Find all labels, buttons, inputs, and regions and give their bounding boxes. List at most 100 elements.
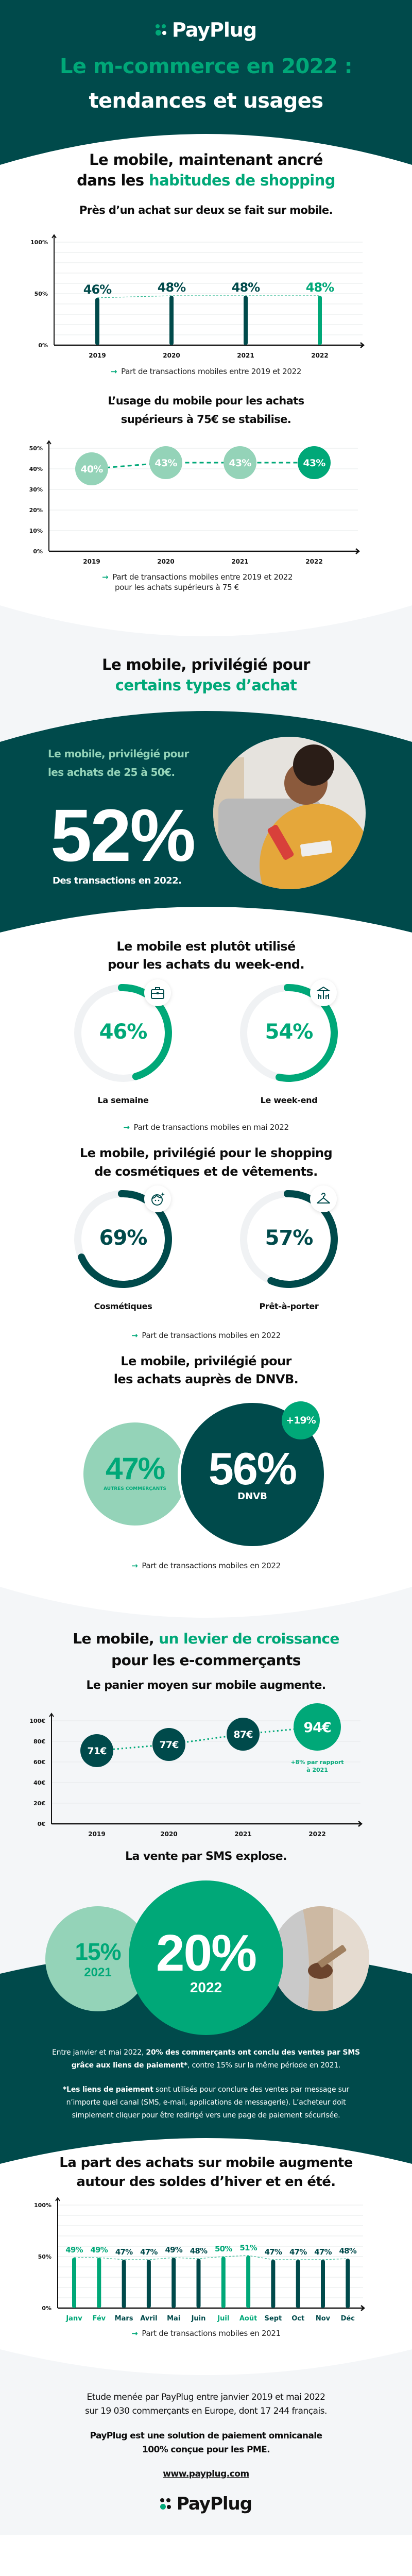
arrow-right-icon: →	[131, 1561, 138, 1570]
sms-2022-value: 20%	[156, 1924, 257, 1982]
cosmetics-value: 69%	[99, 1226, 148, 1250]
categories-caption: → Part de transactions mobiles en 2022	[0, 1331, 412, 1340]
chart4-title-line2: autour des soldes d’hiver et en été.	[76, 2174, 336, 2190]
footer-background	[0, 2349, 412, 2535]
dnvb-caption: → Part de transactions mobiles en 2022	[0, 1561, 412, 1570]
growth-badge: +19%	[282, 1401, 320, 1439]
logo-dots-icon	[160, 2498, 171, 2510]
chart2-caption-line1: Part de transactions mobiles entre 2019 …	[112, 572, 293, 582]
section3-heading: Le mobile, un levier de croissance pour …	[0, 1628, 412, 1671]
ring-progress	[240, 1190, 338, 1288]
arrow-right-icon: →	[131, 1331, 138, 1340]
arrow-right-icon: →	[131, 2329, 138, 2338]
chart1-caption-text: Part de transactions mobiles entre 2019 …	[121, 367, 302, 376]
chart1-title: Près d’un achat sur deux se fait sur mob…	[79, 204, 333, 216]
study-note: Etude menée par PayPlug entre janvier 20…	[0, 2391, 412, 2418]
section1-heading-prefix: dans les	[77, 172, 149, 189]
briefcase-icon	[144, 979, 171, 1006]
sms-paragraph-main: Entre janvier et mai 2022, 20% des comme…	[46, 2046, 366, 2072]
others-bubble	[83, 1422, 186, 1526]
website-link[interactable]: www.payplug.com	[163, 2469, 249, 2479]
ring-progress	[240, 984, 338, 1082]
sms-paragraph: Entre janvier et mai 2022, 20% des comme…	[46, 2046, 366, 2122]
card-text-line2: les achats de 25 à 50€.	[48, 766, 175, 778]
shopper-photo	[213, 737, 366, 889]
others-value: 47%	[105, 1451, 165, 1486]
card-stat: 52%	[50, 794, 196, 877]
dnvb-heading-line1: Le mobile, privilégié pour	[121, 1354, 291, 1368]
card-stat-caption: Des transactions en 2022.	[53, 875, 182, 886]
sms-text: Entre janvier et mai 2022,	[52, 2048, 146, 2057]
section2-heading-highlight: certains types d’achat	[115, 676, 297, 694]
weekday-label: La semaine	[97, 1095, 149, 1105]
weekend-ring	[240, 984, 338, 1082]
chart4-title-line1: La part des achats sur mobile augmente	[59, 2155, 353, 2171]
logo-dots-icon	[155, 24, 167, 36]
footnote-text: sont utilisés pour conclure des ventes p…	[66, 2086, 350, 2120]
weekend-caption: → Part de transactions mobiles en mai 202…	[0, 1123, 412, 1132]
weekend-heading: Le mobile est plutôt utilisé pour les ac…	[0, 938, 412, 974]
website-link-wrap: www.payplug.com	[0, 2468, 412, 2480]
arrow-right-icon: →	[123, 1123, 130, 1132]
weekend-caption-text: Part de transactions mobiles en mai 2022	[133, 1123, 289, 1132]
sms-text: , contre 15% sur la même période en 2021…	[187, 2061, 341, 2070]
hero-background	[0, 0, 412, 165]
chart2-caption-line2: pour les achats supérieurs à 75 €	[115, 583, 239, 592]
apparel-value: 57%	[265, 1226, 314, 1250]
apparel-label: Prêt-à-porter	[259, 1301, 319, 1311]
phone-hand-photo	[271, 1906, 369, 2011]
chart1-caption: → Part de transactions mobiles entre 2019…	[0, 367, 412, 376]
section1-heading: Le mobile, maintenant ancré dans les hab…	[0, 149, 412, 191]
sms-2022-year: 2022	[190, 1979, 222, 1995]
section3-background	[0, 1587, 412, 2009]
cosmetics-label: Cosmétiques	[94, 1301, 152, 1311]
study-note-line2: sur 19 030 commerçants en Europe, dont 1…	[85, 2406, 327, 2416]
chart2-title: L’usage du mobile pour les achats supéri…	[0, 392, 412, 429]
footnote-term: *Les liens de paiement	[63, 2086, 153, 2094]
apparel-ring	[240, 1190, 338, 1288]
categories-caption-text: Part de transactions mobiles en 2022	[142, 1331, 281, 1340]
section3-heading-prefix: Le mobile,	[73, 1630, 159, 1647]
weekend-label: Le week-end	[260, 1095, 318, 1105]
chart4-caption-text: Part de transactions mobiles en 2021	[142, 2329, 281, 2338]
section3-heading-highlight: un levier de croissance	[159, 1630, 339, 1647]
sms-heading: La vente par SMS explose.	[125, 1850, 287, 1863]
section1-heading-highlight: habitudes de shopping	[149, 172, 335, 189]
study-note-line1: Etude menée par PayPlug entre janvier 20…	[87, 2392, 325, 2402]
logo-text: PayPlug	[176, 2494, 252, 2514]
payplug-logo[interactable]: PayPlug	[0, 19, 412, 41]
section3-heading-line2: pour les e-commerçants	[111, 1652, 301, 1669]
dnvb-caption-text: Part de transactions mobiles en 2022	[142, 1561, 281, 1570]
categories-heading: Le mobile, privilégié pour le shopping d…	[0, 1144, 412, 1181]
cosmetics-ring	[74, 1190, 172, 1288]
section1-heading-line2: dans les habitudes de shopping	[0, 170, 412, 191]
section2-heading: Le mobile, privilégié pour certains type…	[0, 654, 412, 696]
page-title-line1: Le m-commerce en 2022 :	[60, 55, 353, 78]
pitch: PayPlug est une solution de paiement omn…	[0, 2429, 412, 2457]
sms-text-bold: 20% des commerçants ont conclu des vente…	[71, 2048, 360, 2070]
weekend-heading-line1: Le mobile est plutôt utilisé	[116, 939, 296, 954]
arrow-right-icon: →	[102, 572, 109, 582]
weekend-value: 54%	[265, 1020, 314, 1044]
dnvb-heading-line2: les achats auprès de DNVB.	[113, 1372, 299, 1386]
chart4-caption: → Part de transactions mobiles en 2021	[0, 2329, 412, 2338]
card-text-line1: Le mobile, privilégié pour	[48, 748, 189, 760]
page-title: Le m-commerce en 2022 : tendances et usa…	[0, 49, 412, 118]
ring-progress	[74, 1190, 172, 1288]
dnvb-value: 56%	[208, 1443, 297, 1494]
page-title-line2: tendances et usages	[89, 89, 323, 113]
others-label: AUTRES COMMERÇANTS	[104, 1486, 166, 1492]
chart2-title-line1: L’usage du mobile pour les achats	[108, 395, 304, 407]
hanger-icon	[310, 1185, 337, 1212]
chart2-title-line2: supérieurs à 75€ se stabilise.	[121, 413, 291, 426]
section3-heading-line1: Le mobile, un levier de croissance	[0, 1628, 412, 1650]
footer-logo[interactable]: PayPlug	[0, 2494, 412, 2514]
pitch-line2: 100% conçue pour les PME.	[142, 2445, 270, 2455]
dnvb-heading: Le mobile, privilégié pour les achats au…	[0, 1352, 412, 1388]
weekend-heading-line2: pour les achats du week-end.	[107, 957, 305, 972]
chart3-title: Le panier moyen sur mobile augmente.	[86, 1679, 326, 1692]
categories-heading-line2: de cosmétiques et de vêtements.	[94, 1164, 318, 1179]
card-text: Le mobile, privilégié pour les achats de…	[48, 744, 189, 782]
chart2-caption: → Part de transactions mobiles entre 2019…	[102, 572, 293, 592]
